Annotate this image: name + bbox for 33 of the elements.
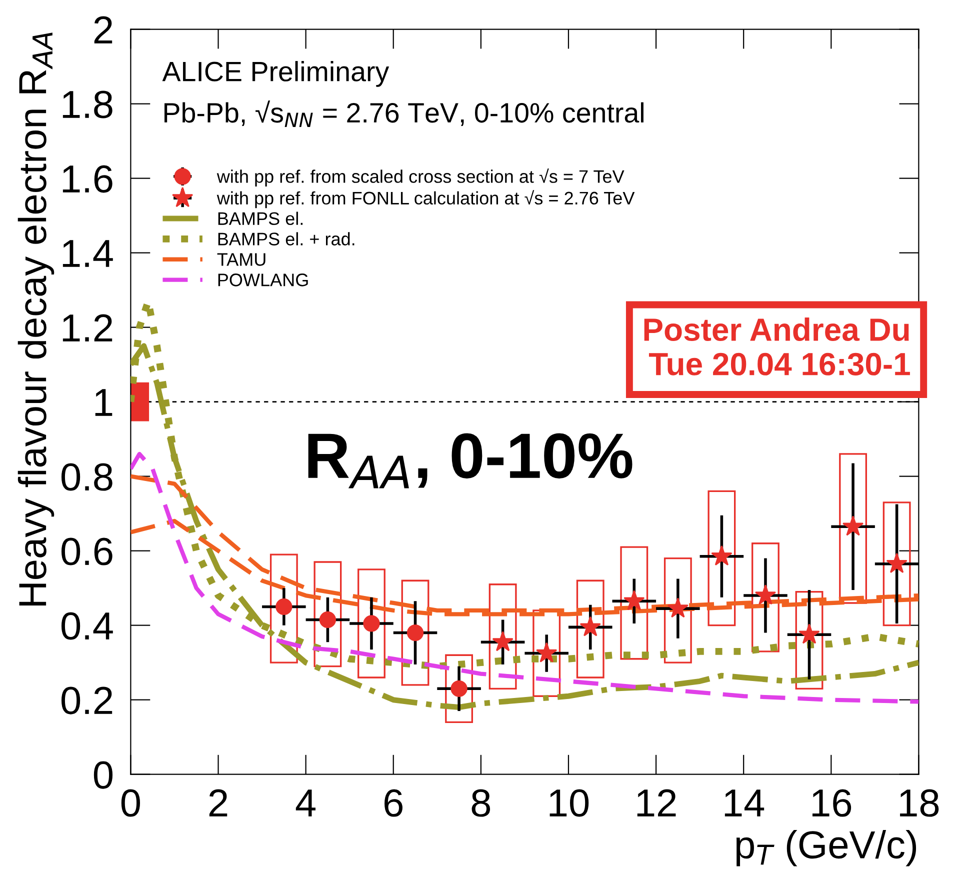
annotation: Poster Andrea Du Tue 20.04 16:30-1 [644, 318, 910, 376]
y-tick-label: 0 [94, 761, 113, 789]
annotation: Pb-Pb, √s$_{NN}$ = 2.76 TeV, 0-10% central [164, 100, 644, 127]
x-tick-label: 10 [550, 789, 589, 817]
x-tick-label: 8 [472, 789, 490, 817]
x-tick-label: 2 [209, 789, 228, 816]
x-axis-title: p$_{T}$ (GeV/c) [736, 830, 916, 866]
x-tick-label: 14 [724, 790, 764, 816]
legend-label: TAMU [217, 253, 266, 266]
y-tick-label: 1.6 [62, 165, 112, 193]
x-tick-label: 4 [296, 790, 316, 816]
y-tick-label: 1.8 [62, 90, 112, 118]
annotation: R$_{AA}$, 0-10% [308, 433, 632, 488]
legend-label: with pp ref. from scaled cross section at √s = 7 TeV [216, 168, 624, 186]
legend-label: BAMPS el. + rad. [218, 232, 354, 246]
legend-label: BAMPS el. [218, 212, 303, 226]
x-tick-label: 6 [384, 789, 402, 817]
y-tick-label: 2 [94, 16, 112, 44]
y-tick-label: 0.6 [61, 538, 112, 566]
y-tick-label: 0.2 [61, 686, 112, 714]
x-tick-label: 12 [637, 789, 676, 816]
y-tick-label: 1.2 [62, 314, 112, 342]
y-tick-label: 0.8 [61, 463, 112, 491]
x-tick-label: 0 [121, 789, 140, 817]
y-tick-label: 1.4 [62, 240, 113, 267]
y-tick-label: 0.4 [61, 612, 113, 640]
y-tick-label: 1 [95, 389, 112, 416]
legend-label: with pp ref. from FONLL calculation at √s = 2.76 TeV [216, 190, 635, 208]
annotation: ALICE Preliminary [162, 61, 390, 87]
legend-label: POWLANG [218, 274, 308, 286]
x-tick-label: 16 [812, 789, 852, 817]
y-axis-title: Heavy flavour decay electron R$_{AA}$ [18, 32, 54, 606]
x-tick-label: 18 [900, 789, 939, 817]
